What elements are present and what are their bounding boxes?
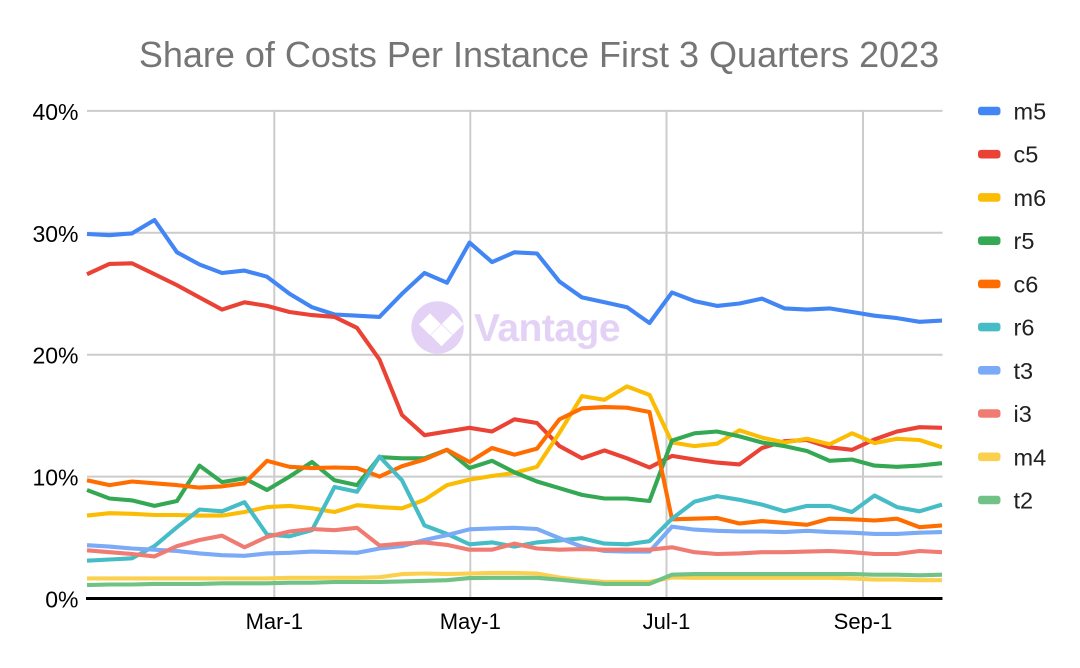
svg-text:c6: c6: [1014, 271, 1039, 297]
svg-text:Share of Costs Per Instance Fi: Share of Costs Per Instance First 3 Quar…: [139, 34, 939, 75]
svg-text:r6: r6: [1014, 315, 1035, 341]
svg-text:May-1: May-1: [440, 609, 501, 634]
svg-text:10%: 10%: [32, 465, 78, 491]
svg-text:20%: 20%: [32, 343, 78, 369]
svg-text:c5: c5: [1014, 142, 1039, 168]
svg-text:t3: t3: [1014, 358, 1034, 384]
svg-text:0%: 0%: [45, 587, 78, 613]
svg-text:r5: r5: [1014, 228, 1035, 254]
svg-text:t2: t2: [1014, 488, 1034, 514]
svg-text:m5: m5: [1014, 99, 1047, 125]
svg-text:m6: m6: [1014, 185, 1047, 211]
svg-text:Vantage: Vantage: [474, 307, 620, 350]
svg-text:i3: i3: [1014, 401, 1032, 427]
svg-text:30%: 30%: [32, 221, 78, 247]
svg-text:Jul-1: Jul-1: [643, 609, 691, 634]
svg-text:40%: 40%: [32, 99, 78, 125]
svg-text:Mar-1: Mar-1: [246, 609, 303, 634]
svg-text:Sep-1: Sep-1: [834, 609, 893, 634]
svg-text:m4: m4: [1014, 444, 1047, 470]
